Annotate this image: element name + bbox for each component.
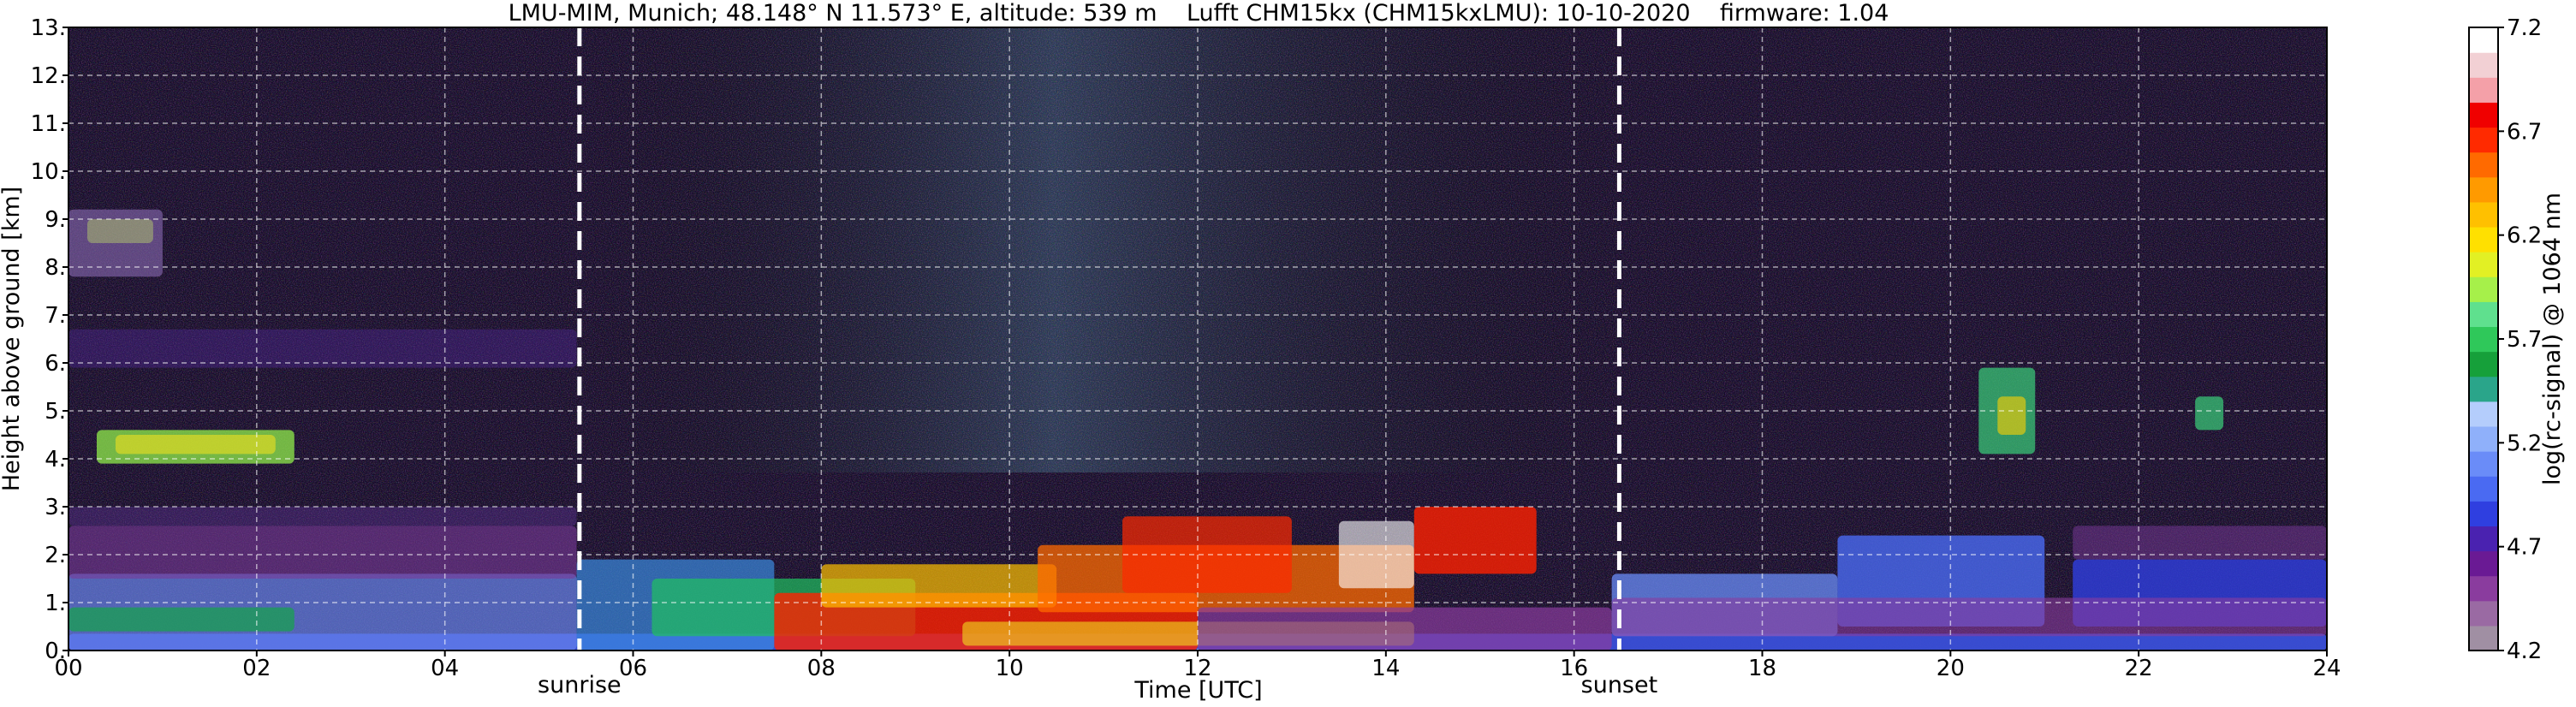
y-axis: 0. 1. 2. 3. 4. 5. 6. 7. 8. 9. 10. 11. 12. 13. — [31, 15, 68, 664]
colorbar-tick-label: 4.7 — [2507, 535, 2542, 561]
colorbar-swatch — [2469, 401, 2498, 427]
x-tick-label: 04 — [431, 656, 459, 681]
x-axis: 00 02 04 06 08 10 12 14 16 18 20 22 24 — [54, 651, 2341, 681]
y-tick-label: 2. — [45, 543, 66, 568]
colorbar-swatch — [2469, 52, 2498, 78]
y-tick-label: 7. — [45, 303, 66, 329]
event-label-sunrise: sunrise — [538, 672, 622, 698]
colorbar-swatch — [2469, 27, 2498, 53]
colorbar-tick-label: 4.2 — [2507, 639, 2542, 664]
colorbar-swatch — [2469, 77, 2498, 103]
colorbar-label: log(rc-signal) @ 1064 nm — [2539, 193, 2566, 485]
y-tick-label: 9. — [45, 207, 66, 233]
colorbar-swatch — [2469, 476, 2498, 502]
colorbar-swatch — [2469, 127, 2498, 153]
x-tick-label: 00 — [54, 656, 82, 681]
colorbar-swatch — [2469, 501, 2498, 526]
colorbar: 4.2 4.7 5.2 5.7 6.2 6.7 7.2 — [2468, 15, 2542, 664]
y-tick-label: 1. — [45, 591, 66, 616]
colorbar-tick-label: 6.7 — [2507, 119, 2542, 145]
signal-feature — [1122, 516, 1292, 593]
signal-feature — [1611, 597, 2327, 637]
x-tick-label: 12 — [1183, 656, 1211, 681]
signal-feature — [68, 209, 163, 277]
plot-area: sunrise sunset — [68, 27, 2328, 698]
signal-feature — [68, 329, 577, 368]
x-tick-label: 22 — [2125, 656, 2153, 681]
colorbar-swatch — [2469, 301, 2498, 328]
signal-feature — [68, 507, 577, 526]
event-lines: sunrise sunset — [538, 27, 1657, 698]
x-tick-label: 02 — [242, 656, 271, 681]
colorbar-swatch — [2469, 425, 2498, 452]
x-tick-label: 18 — [1748, 656, 1776, 681]
colorbar-tick-label: 5.2 — [2507, 431, 2542, 456]
colorbar-swatch — [2469, 575, 2498, 602]
colorbar-swatch — [2469, 201, 2498, 228]
signal-feature — [1198, 607, 1612, 651]
y-tick-label: 0. — [45, 639, 66, 664]
x-tick-label: 16 — [1560, 656, 1588, 681]
signal-feature — [115, 435, 276, 454]
colorbar-swatch — [2469, 451, 2498, 477]
backscatter-features — [68, 209, 2327, 651]
y-tick-label: 5. — [45, 399, 66, 425]
y-tick-label: 13. — [31, 15, 66, 41]
colorbar-swatch — [2469, 276, 2498, 302]
colorbar-swatch — [2469, 326, 2498, 353]
x-tick-label: 24 — [2312, 656, 2341, 681]
signal-feature — [1997, 396, 2026, 435]
signal-feature — [821, 564, 1057, 608]
y-tick-label: 8. — [45, 255, 66, 281]
x-tick-label: 06 — [619, 656, 647, 681]
y-tick-label: 6. — [45, 351, 66, 377]
signal-feature — [1413, 507, 1537, 574]
signal-feature — [68, 607, 294, 632]
colorbar-swatch — [2469, 351, 2498, 377]
signal-feature — [2195, 396, 2224, 431]
colorbar-swatch — [2469, 252, 2498, 277]
signal-feature — [1338, 520, 1414, 589]
colorbar-swatch — [2469, 226, 2498, 253]
y-tick-label: 3. — [45, 495, 66, 520]
y-tick-label: 12. — [31, 63, 66, 89]
colorbar-swatch — [2469, 600, 2498, 627]
x-tick-label: 20 — [1936, 656, 1965, 681]
colorbar-swatch — [2469, 550, 2498, 577]
colorbar-tick-label: 6.2 — [2507, 223, 2542, 249]
x-tick-label: 08 — [807, 656, 836, 681]
y-tick-label: 10. — [31, 159, 66, 185]
colorbar-tick-label: 7.2 — [2507, 15, 2542, 41]
colorbar-swatch — [2469, 176, 2498, 203]
colorbar-swatch — [2469, 102, 2498, 128]
colorbar-swatch — [2469, 376, 2498, 402]
colorbar-swatch — [2469, 625, 2498, 651]
signal-feature — [86, 219, 153, 243]
colorbar-swatch — [2469, 152, 2498, 178]
y-tick-label: 11. — [31, 111, 66, 137]
colorbar-tick-label: 5.7 — [2507, 327, 2542, 353]
signal-feature — [68, 526, 577, 579]
grid-lines — [68, 27, 2327, 651]
x-axis-label: Time [UTC] — [1133, 677, 1262, 704]
colorbar-swatch — [2469, 526, 2498, 552]
signal-feature — [2073, 526, 2327, 560]
chart-title: LMU-MIM, Munich; 48.148° N 11.573° E, al… — [509, 0, 1889, 27]
y-axis-label: Height above ground [km] — [0, 187, 25, 491]
event-label-sunset: sunset — [1581, 672, 1658, 698]
y-tick-label: 4. — [45, 447, 66, 472]
x-tick-label: 10 — [996, 656, 1024, 681]
x-tick-label: 14 — [1371, 656, 1400, 681]
